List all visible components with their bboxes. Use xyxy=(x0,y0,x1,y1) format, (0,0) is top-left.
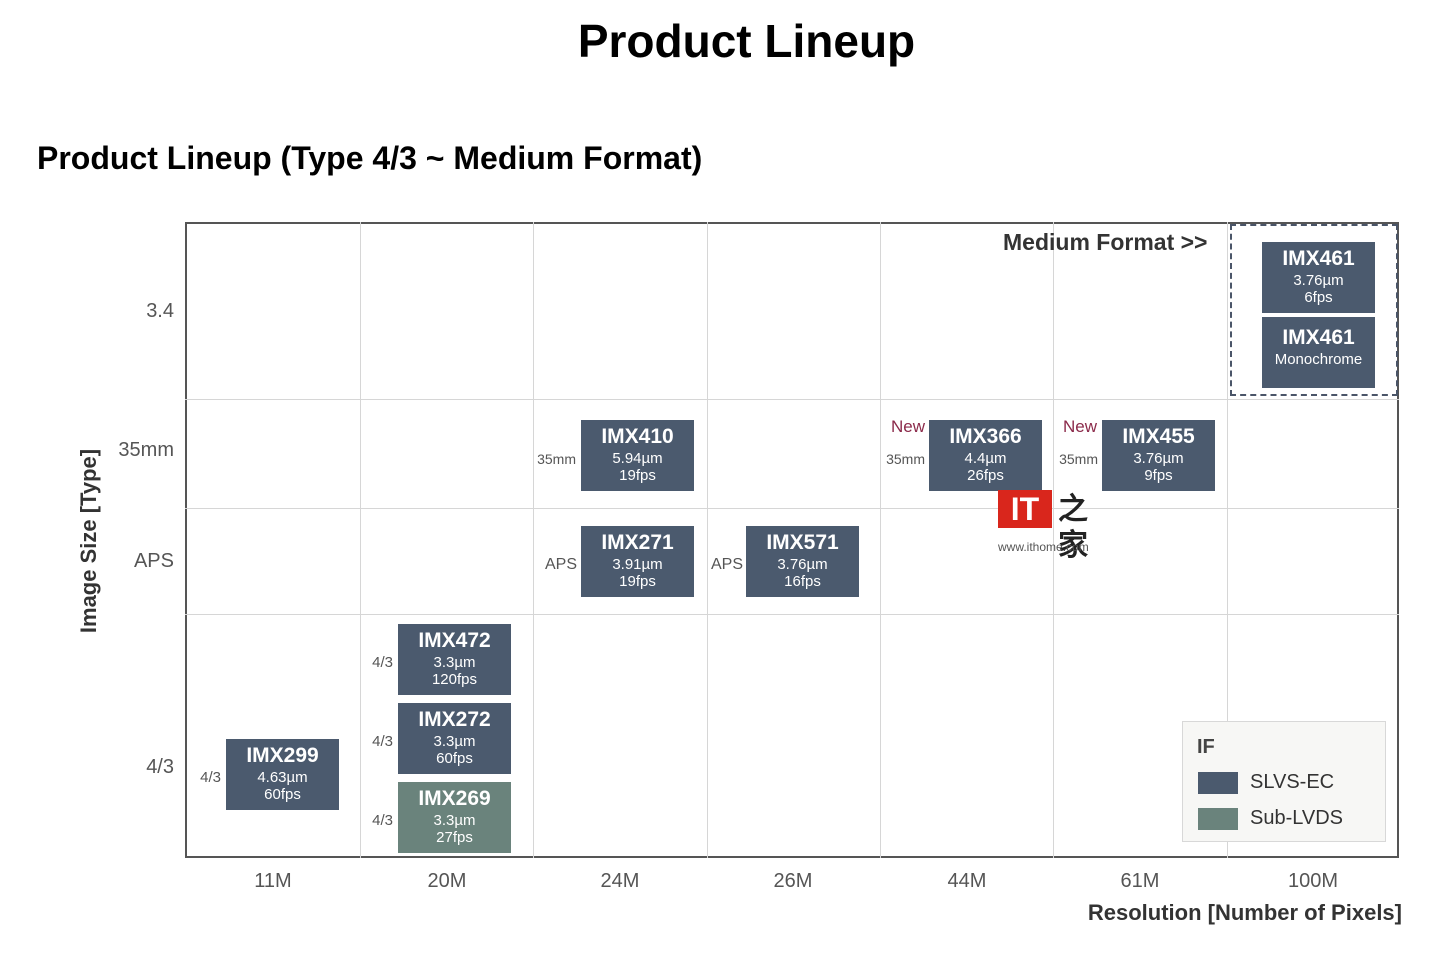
y-tick-label: 4/3 xyxy=(146,756,174,778)
size-tag: 4/3 xyxy=(200,769,221,786)
sensor-box-imx472: IMX472 3.3µm 120fps xyxy=(398,624,511,695)
x-axis-label: Resolution [Number of Pixels] xyxy=(1087,900,1402,925)
size-tag: 35mm xyxy=(537,451,576,467)
sensor-spec: 3.3µm xyxy=(433,812,476,829)
grid-line-v xyxy=(1053,222,1054,858)
sensor-spec: 9fps xyxy=(1144,467,1173,484)
grid-line-h xyxy=(185,399,1399,400)
sensor-name: IMX366 xyxy=(949,425,1022,448)
sensor-spec: 4.4µm xyxy=(964,450,1007,467)
watermark-url: www.ithome.com xyxy=(998,540,1089,554)
plot-area xyxy=(185,222,1399,858)
size-tag: 4/3 xyxy=(372,733,393,750)
x-tick-label: 11M xyxy=(254,870,292,892)
sensor-box-imx461: IMX461 3.76µm 6fps xyxy=(1262,242,1375,313)
grid-line-v xyxy=(707,222,708,858)
sensor-spec: 120fps xyxy=(431,671,478,688)
sensor-box-imx366: IMX366 4.4µm 26fps xyxy=(929,420,1042,491)
sensor-spec: 27fps xyxy=(436,829,473,846)
sensor-spec: 60fps xyxy=(264,786,301,803)
y-tick-label: 3.4 xyxy=(146,300,174,322)
sensor-spec: 4.63µm xyxy=(257,769,308,786)
legend: IF SLVS-EC Sub-LVDS xyxy=(1182,721,1386,842)
sensor-spec: 3.76µm xyxy=(1293,272,1344,289)
page-title: Product Lineup xyxy=(577,15,916,67)
sensor-spec: 5.94µm xyxy=(612,450,663,467)
sensor-name: IMX455 xyxy=(1122,425,1195,448)
size-tag: 35mm xyxy=(1059,451,1098,467)
medium-format-label: Medium Format >> xyxy=(1003,229,1208,255)
sensor-spec: 3.76µm xyxy=(777,556,828,573)
sensor-name: IMX571 xyxy=(766,531,839,554)
size-tag: 35mm xyxy=(886,451,925,467)
sensor-box-imx272: IMX272 3.3µm 60fps xyxy=(398,703,511,774)
legend-swatch-sub-lvds xyxy=(1198,808,1238,830)
sensor-spec: 6fps xyxy=(1304,289,1333,306)
sensor-spec: 3.76µm xyxy=(1133,450,1184,467)
x-tick-label: 24M xyxy=(600,870,640,892)
grid-line-v xyxy=(880,222,881,858)
size-tag: 4/3 xyxy=(372,812,393,829)
medium-format-box xyxy=(1230,224,1398,396)
sensor-name: IMX299 xyxy=(246,744,319,767)
sensor-spec: 3.3µm xyxy=(433,654,476,671)
sensor-spec: Monochrome xyxy=(1274,351,1363,368)
x-tick-label: 44M xyxy=(947,870,987,892)
sensor-name: IMX269 xyxy=(418,787,491,810)
legend-label: SLVS-EC xyxy=(1250,771,1335,793)
watermark-logo-icon: IT xyxy=(998,490,1052,528)
legend-swatch-slvs-ec xyxy=(1198,772,1238,794)
sensor-name: IMX272 xyxy=(418,708,491,731)
legend-label: Sub-LVDS xyxy=(1250,807,1344,829)
sensor-name: IMX461 xyxy=(1282,326,1355,349)
sensor-box-imx461-mono: IMX461 Monochrome xyxy=(1262,317,1375,388)
grid-line-v xyxy=(533,222,534,858)
grid-line-h xyxy=(185,614,1399,615)
x-tick-label: 100M xyxy=(1287,870,1339,892)
sensor-box-imx269: IMX269 3.3µm 27fps xyxy=(398,782,511,853)
y-tick-label: APS xyxy=(133,550,174,572)
grid-line-v xyxy=(1227,222,1228,858)
sensor-name: IMX472 xyxy=(418,629,491,652)
size-tag: 4/3 xyxy=(372,654,393,671)
sensor-spec: 19fps xyxy=(619,467,656,484)
grid-line-h xyxy=(185,508,1399,509)
y-tick-label: 35mm xyxy=(118,439,174,461)
sensor-box-imx410: IMX410 5.94µm 19fps xyxy=(581,420,694,491)
x-tick-label: 26M xyxy=(773,870,813,892)
sensor-box-imx271: IMX271 3.91µm 19fps xyxy=(581,526,694,597)
new-badge: New xyxy=(1063,417,1098,436)
watermark-logo-text: 之家 xyxy=(1058,493,1088,562)
chart-title: Product Lineup (Type 4/3 ~ Medium Format… xyxy=(37,140,703,176)
sensor-spec: 3.3µm xyxy=(433,733,476,750)
new-badge: New xyxy=(891,417,926,436)
sensor-box-imx571: IMX571 3.76µm 16fps xyxy=(746,526,859,597)
sensor-spec: 19fps xyxy=(619,573,656,590)
sensor-name: IMX410 xyxy=(601,425,674,448)
sensor-spec: 3.91µm xyxy=(612,556,663,573)
size-tag: APS xyxy=(710,556,743,573)
legend-title: IF xyxy=(1197,736,1215,758)
sensor-name: IMX271 xyxy=(601,531,674,554)
y-axis-label: Image Size [Type] xyxy=(76,448,101,634)
grid-line-v xyxy=(360,222,361,858)
sensor-box-imx299: IMX299 4.63µm 60fps xyxy=(226,739,339,810)
sensor-box-imx455: IMX455 3.76µm 9fps xyxy=(1102,420,1215,491)
size-tag: APS xyxy=(544,556,577,573)
sensor-spec: 16fps xyxy=(784,573,821,590)
x-tick-label: 61M xyxy=(1120,870,1160,892)
sensor-spec: 60fps xyxy=(436,750,473,767)
sensor-spec: 26fps xyxy=(967,467,1004,484)
x-tick-label: 20M xyxy=(427,870,467,892)
sensor-name: IMX461 xyxy=(1282,247,1355,270)
